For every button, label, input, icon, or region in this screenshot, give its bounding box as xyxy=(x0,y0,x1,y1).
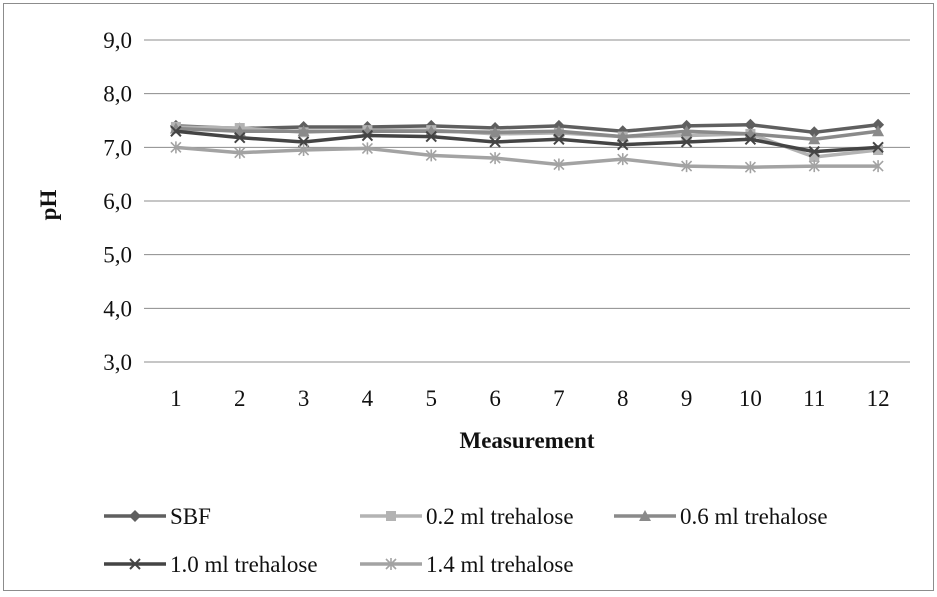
y-tick-label: 5,0 xyxy=(103,243,132,268)
data-point xyxy=(680,136,693,148)
x-tick-label: 6 xyxy=(489,386,501,411)
x-tick-label: 9 xyxy=(681,386,693,411)
x-tick-label: 7 xyxy=(553,386,565,411)
data-point xyxy=(553,133,565,145)
data-point xyxy=(234,146,246,159)
data-point xyxy=(639,510,651,521)
series-1-0-ml-trehalose xyxy=(170,125,884,158)
data-point xyxy=(234,131,246,144)
x-tick-labels: 1 2 3 4 5 6 7 8 9 10 11 12 xyxy=(170,386,889,411)
legend-label: 1.0 ml trehalose xyxy=(170,552,318,577)
x-tick-label: 2 xyxy=(234,386,246,411)
y-tick-label: 4,0 xyxy=(103,296,132,321)
data-point xyxy=(129,558,141,570)
series-lines xyxy=(169,118,885,174)
data-point xyxy=(129,510,141,522)
data-point xyxy=(425,130,437,143)
x-tick-label: 11 xyxy=(803,386,825,411)
series-line xyxy=(175,129,879,154)
data-point xyxy=(298,144,310,157)
data-point xyxy=(872,125,885,137)
legend-item: 0.2 ml trehalose xyxy=(360,504,574,529)
legend-item: 1.0 ml trehalose xyxy=(104,552,318,577)
data-point xyxy=(361,129,374,142)
data-point xyxy=(361,142,373,155)
series-1-4-ml-trehalose xyxy=(170,141,884,174)
data-point xyxy=(873,145,884,156)
data-point xyxy=(425,149,437,162)
y-tick-label: 3,0 xyxy=(103,350,132,375)
data-point xyxy=(386,511,396,521)
series-line xyxy=(175,126,879,142)
y-axis-title: pH xyxy=(36,190,61,221)
legend: SBF 0.2 ml trehalose 0.6 ml trehalose 1.0 m… xyxy=(104,504,828,577)
x-tick-label: 10 xyxy=(739,386,762,411)
data-point xyxy=(872,160,884,173)
x-tick-label: 1 xyxy=(170,386,182,411)
data-point xyxy=(385,558,397,570)
data-point xyxy=(808,133,821,145)
data-point xyxy=(808,126,821,139)
legend-item: 0.6 ml trehalose xyxy=(614,504,828,529)
legend-label: 1.4 ml trehalose xyxy=(426,552,574,577)
data-point xyxy=(808,160,820,173)
data-point xyxy=(297,125,310,137)
legend-item: 1.4 ml trehalose xyxy=(360,552,574,577)
data-point xyxy=(170,141,182,154)
y-tick-label: 8,0 xyxy=(103,82,132,107)
data-point xyxy=(489,136,501,148)
series-line xyxy=(175,123,879,135)
chart-frame: 3,0 4,0 5,0 6,0 7,0 8,0 9,0 1 2 3 4 5 6 7 8 9 10 11 12 pH… xyxy=(3,3,934,591)
data-point xyxy=(744,161,756,174)
data-point xyxy=(552,125,565,137)
x-tick-label: 4 xyxy=(362,386,374,411)
data-point xyxy=(872,141,884,154)
y-tick-label: 6,0 xyxy=(103,189,132,214)
legend-label: SBF xyxy=(170,504,211,529)
x-tick-label: 8 xyxy=(617,386,629,411)
gridlines xyxy=(144,39,910,363)
data-point xyxy=(170,125,182,137)
x-tick-label: 12 xyxy=(867,386,890,411)
legend-label: 0.2 ml trehalose xyxy=(426,504,574,529)
data-point xyxy=(681,160,693,173)
data-point xyxy=(872,118,885,131)
y-tick-label: 7,0 xyxy=(103,135,132,160)
data-point xyxy=(489,126,502,138)
ph-line-chart: 3,04,05,06,07,08,09,0 1 2 3 4 5 6 7 8 9 10 11 12 pH… xyxy=(36,28,910,577)
data-point xyxy=(617,138,629,151)
y-tick-labels: 3,0 4,0 5,0 6,0 7,0 8,0 9,0 xyxy=(103,28,132,375)
data-point xyxy=(553,158,565,171)
data-point xyxy=(744,118,757,131)
data-point xyxy=(297,136,310,148)
x-tick-label: 3 xyxy=(298,386,310,411)
data-point xyxy=(744,133,757,145)
x-tick-label: 5 xyxy=(426,386,438,411)
x-axis-title: Measurement xyxy=(460,428,595,453)
data-point xyxy=(489,152,501,165)
y-tick-label: 9,0 xyxy=(103,28,132,53)
data-point xyxy=(617,153,629,166)
data-point xyxy=(616,130,629,142)
data-point xyxy=(808,145,820,158)
data-point xyxy=(809,151,820,162)
series-line xyxy=(175,145,879,169)
legend-item: SBF xyxy=(104,504,211,529)
data-point xyxy=(680,125,693,137)
legend-label: 0.6 ml trehalose xyxy=(680,504,828,529)
